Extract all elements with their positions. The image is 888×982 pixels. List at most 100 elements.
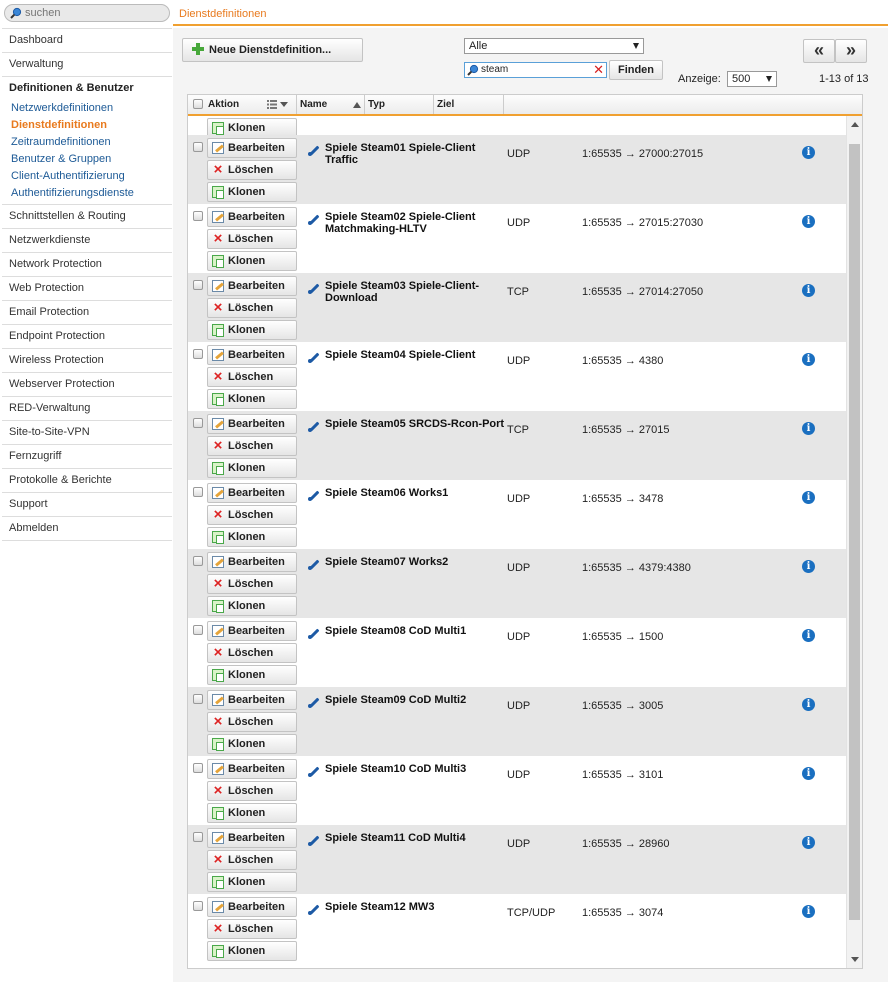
delete-button[interactable]: × Löschen [207,712,297,732]
edit-button[interactable]: Bearbeiten [207,483,297,503]
clone-button[interactable]: Klonen [207,182,297,202]
sidebar-item-web-protection[interactable]: Web Protection [2,277,172,301]
row-checkbox[interactable] [193,211,203,221]
sidebar-item-schnittstellen[interactable]: Schnittstellen & Routing [2,205,172,229]
sidebar-subitem-netzwerkdefinitionen[interactable]: Netzwerkdefinitionen [11,102,114,114]
clear-icon[interactable]: ✕ [593,62,604,77]
clone-button[interactable]: Klonen [207,803,297,823]
sidebar-item-email-protection[interactable]: Email Protection [2,301,172,325]
find-button[interactable]: Finden [609,60,663,80]
service-name[interactable]: Spiele Steam08 CoD Multi1 [325,625,467,637]
service-name[interactable]: Spiele Steam03 Spiele-Client-Download [325,280,480,304]
delete-button[interactable]: × Löschen [207,298,297,318]
sidebar-item-site-to-site-vpn[interactable]: Site-to-Site-VPN [2,421,172,445]
delete-button[interactable]: × Löschen [207,367,297,387]
sidebar-subitem-benutzer-gruppen[interactable]: Benutzer & Gruppen [11,153,112,165]
delete-button[interactable]: × Löschen [207,919,297,939]
row-checkbox[interactable] [193,349,203,359]
sidebar-subitem-zeitraumdefinitionen[interactable]: Zeitraumdefinitionen [11,136,111,148]
edit-button[interactable]: Bearbeiten [207,690,297,710]
vertical-scrollbar[interactable] [846,116,862,968]
scrollbar-thumb[interactable] [849,144,860,920]
sidebar-item-support[interactable]: Support [2,493,172,517]
sidebar-item-netzwerkdienste[interactable]: Netzwerkdienste [2,229,172,253]
row-checkbox[interactable] [193,763,203,773]
filter-select[interactable]: Alle [464,38,644,54]
info-icon[interactable]: i [802,698,815,711]
next-page-button[interactable]: » [835,39,867,63]
sidebar-subitem-client-authentifizierung[interactable]: Client-Authentifizierung [11,170,125,182]
delete-button[interactable]: × Löschen [207,436,297,456]
service-name[interactable]: Spiele Steam07 Works2 [325,556,449,568]
search-input[interactable]: steam ✕ [464,62,607,78]
sidebar-subitem-dienstdefinitionen[interactable]: Dienstdefinitionen [11,119,107,131]
delete-button[interactable]: × Löschen [207,229,297,249]
clone-button[interactable]: Klonen [207,665,297,685]
edit-button[interactable]: Bearbeiten [207,276,297,296]
info-icon[interactable]: i [802,284,815,297]
select-all-checkbox[interactable] [193,99,203,109]
delete-button[interactable]: × Löschen [207,643,297,663]
sidebar-item-red-verwaltung[interactable]: RED-Verwaltung [2,397,172,421]
scroll-down-arrow-icon[interactable] [851,957,859,962]
delete-button[interactable]: × Löschen [207,505,297,525]
edit-button[interactable]: Bearbeiten [207,207,297,227]
service-name[interactable]: Spiele Steam12 MW3 [325,901,435,913]
row-checkbox[interactable] [193,280,203,290]
service-name[interactable]: Spiele Steam01 Spiele-Client Traffic [325,142,476,166]
info-icon[interactable]: i [802,215,815,228]
row-checkbox[interactable] [193,556,203,566]
column-header-name[interactable]: Name [297,95,365,114]
info-icon[interactable]: i [802,422,815,435]
info-icon[interactable]: i [802,491,815,504]
sidebar-item-dashboard[interactable]: Dashboard [2,29,172,53]
edit-button[interactable]: Bearbeiten [207,759,297,779]
info-icon[interactable]: i [802,836,815,849]
edit-button[interactable]: Bearbeiten [207,621,297,641]
delete-button[interactable]: × Löschen [207,574,297,594]
service-name[interactable]: Spiele Steam10 CoD Multi3 [325,763,467,775]
delete-button[interactable]: × Löschen [207,850,297,870]
sidebar-item-fernzugriff[interactable]: Fernzugriff [2,445,172,469]
edit-button[interactable]: Bearbeiten [207,828,297,848]
sidebar-item-definitionen-label[interactable]: Definitionen & Benutzer [9,82,134,94]
info-icon[interactable]: i [802,905,815,918]
info-icon[interactable]: i [802,767,815,780]
column-header-action[interactable]: Aktion [205,95,297,114]
clone-button[interactable]: Klonen [207,596,297,616]
delete-button[interactable]: × Löschen [207,781,297,801]
clone-button[interactable]: Klonen [207,320,297,340]
row-checkbox[interactable] [193,625,203,635]
edit-button[interactable]: Bearbeiten [207,414,297,434]
sidebar-item-webserver-protection[interactable]: Webserver Protection [2,373,172,397]
row-checkbox[interactable] [193,901,203,911]
clone-button[interactable]: Klonen [207,118,297,138]
sidebar-item-definitionen[interactable]: Definitionen & Benutzer Netzwerkdefiniti… [2,77,172,205]
info-icon[interactable]: i [802,629,815,642]
info-icon[interactable]: i [802,146,815,159]
edit-button[interactable]: Bearbeiten [207,552,297,572]
clone-button[interactable]: Klonen [207,941,297,961]
clone-button[interactable]: Klonen [207,872,297,892]
clone-button[interactable]: Klonen [207,458,297,478]
edit-button[interactable]: Bearbeiten [207,345,297,365]
service-name[interactable]: Spiele Steam06 Works1 [325,487,449,499]
service-name[interactable]: Spiele Steam05 SRCDS-Rcon-Port [325,418,505,430]
sidebar-item-network-protection[interactable]: Network Protection [2,253,172,277]
sidebar-item-abmelden[interactable]: Abmelden [2,517,172,541]
sidebar-item-protokolle[interactable]: Protokolle & Berichte [2,469,172,493]
row-checkbox[interactable] [193,832,203,842]
new-service-definition-button[interactable]: Neue Dienstdefinition... [182,38,363,62]
clone-button[interactable]: Klonen [207,734,297,754]
info-icon[interactable]: i [802,353,815,366]
sidebar-search-input[interactable] [25,6,165,20]
page-size-select[interactable]: 500 [727,71,777,87]
service-name[interactable]: Spiele Steam04 Spiele-Client [325,349,476,361]
service-name[interactable]: Spiele Steam11 CoD Multi4 [325,832,466,844]
edit-button[interactable]: Bearbeiten [207,897,297,917]
sidebar-item-verwaltung[interactable]: Verwaltung [2,53,172,77]
edit-button[interactable]: Bearbeiten [207,138,297,158]
row-checkbox[interactable] [193,142,203,152]
service-name[interactable]: Spiele Steam09 CoD Multi2 [325,694,467,706]
sidebar-item-wireless-protection[interactable]: Wireless Protection [2,349,172,373]
